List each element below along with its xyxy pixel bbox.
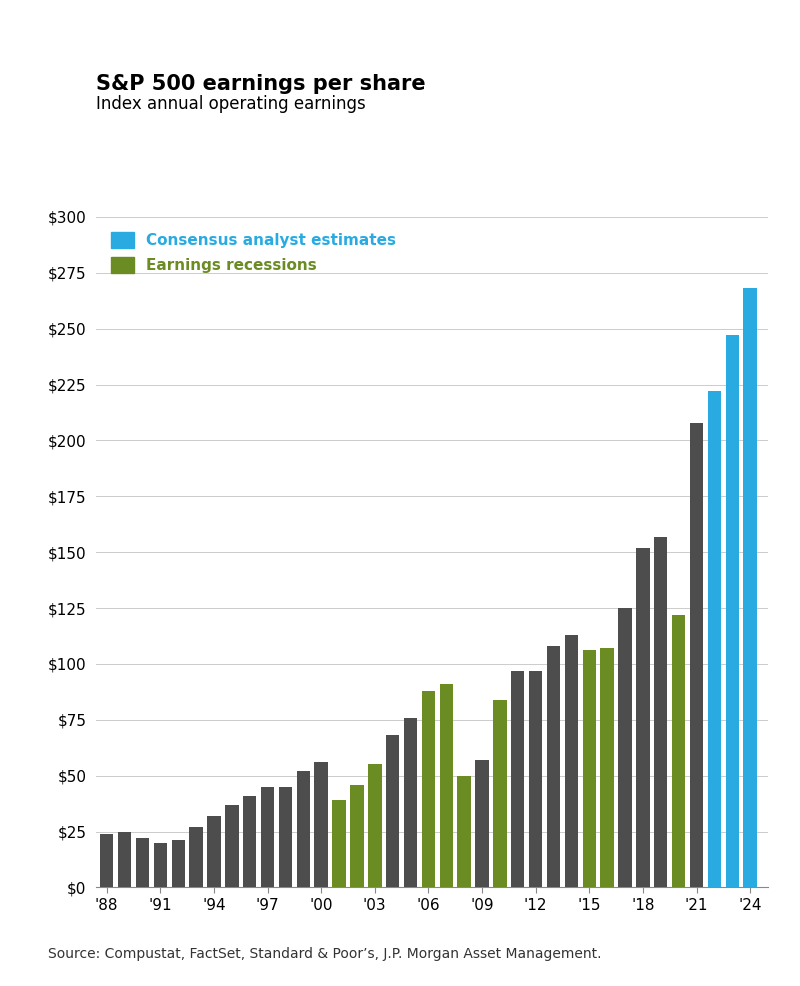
Text: S&P 500 earnings per share: S&P 500 earnings per share [96, 74, 426, 94]
Bar [672, 614, 686, 887]
Bar [386, 736, 399, 887]
Bar [225, 805, 238, 887]
Bar [368, 764, 382, 887]
Bar [207, 815, 221, 887]
Bar [601, 648, 614, 887]
Bar [494, 700, 506, 887]
Bar [458, 776, 471, 887]
Bar [565, 635, 578, 887]
Bar [743, 289, 757, 887]
Bar [261, 787, 274, 887]
Bar [529, 670, 542, 887]
Bar [171, 840, 185, 887]
Bar [190, 827, 202, 887]
Bar [475, 760, 489, 887]
Bar [118, 831, 131, 887]
Bar [726, 335, 739, 887]
Bar [136, 838, 149, 887]
Bar [350, 785, 364, 887]
Bar [314, 762, 328, 887]
Text: Source: Compustat, FactSet, Standard & Poor’s, J.P. Morgan Asset Management.: Source: Compustat, FactSet, Standard & P… [48, 948, 602, 961]
Text: Index annual operating earnings: Index annual operating earnings [96, 96, 366, 113]
Bar [690, 423, 703, 887]
Legend: Consensus analyst estimates, Earnings recessions: Consensus analyst estimates, Earnings re… [104, 225, 404, 281]
Bar [511, 670, 525, 887]
Bar [332, 801, 346, 887]
Bar [278, 787, 292, 887]
Bar [582, 651, 596, 887]
Bar [618, 608, 632, 887]
Bar [297, 771, 310, 887]
Bar [708, 391, 721, 887]
Bar [243, 796, 257, 887]
Bar [100, 834, 114, 887]
Bar [404, 718, 418, 887]
Bar [654, 536, 667, 887]
Bar [422, 691, 435, 887]
Bar [439, 684, 453, 887]
Bar [636, 547, 650, 887]
Bar [547, 646, 560, 887]
Bar [154, 843, 167, 887]
